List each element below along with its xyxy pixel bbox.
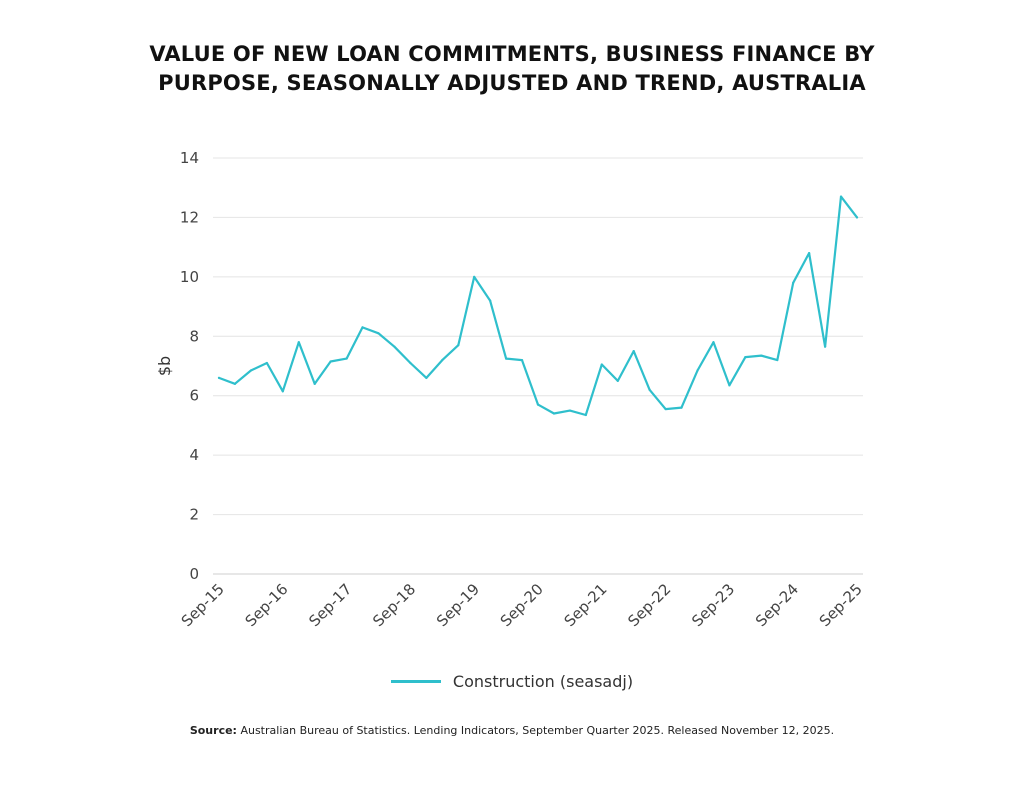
series-points <box>217 195 859 417</box>
x-tick-label: Sep-18 <box>369 580 419 630</box>
legend-label-construction: Construction (seasadj) <box>452 672 634 691</box>
data-point <box>712 341 715 344</box>
data-point <box>584 413 587 417</box>
x-tick-label: Sep-16 <box>242 580 292 630</box>
data-point <box>329 360 332 363</box>
gridlines <box>213 157 863 575</box>
y-tick-label: 8 <box>189 327 199 345</box>
x-tick-label: Sep-23 <box>688 580 738 630</box>
data-point <box>249 369 252 372</box>
chart-title-line-2: PURPOSE, SEASONALLY ADJUSTED AND TREND, … <box>158 71 866 95</box>
series-line-construction <box>217 195 859 417</box>
chart-title-line-1: VALUE OF NEW LOAN COMMITMENTS, BUSINESS … <box>149 42 875 66</box>
data-point <box>505 357 508 360</box>
x-tick-label: Sep-22 <box>624 580 674 630</box>
data-point <box>839 195 843 198</box>
data-point <box>664 407 667 411</box>
x-tick-label: Sep-25 <box>816 580 866 630</box>
x-tick-label: Sep-17 <box>305 580 355 630</box>
data-point <box>536 403 540 406</box>
data-point <box>632 350 635 353</box>
legend-swatch-construction <box>390 680 441 683</box>
data-point <box>568 409 572 412</box>
x-tick-label: Sep-24 <box>752 580 802 630</box>
data-point <box>616 379 619 382</box>
data-point <box>696 369 699 372</box>
data-point <box>824 345 827 348</box>
data-point <box>855 216 859 219</box>
data-point <box>808 251 811 255</box>
data-point <box>393 345 396 348</box>
y-tick-label: 0 <box>189 565 199 583</box>
x-tick-label: Sep-20 <box>497 580 547 630</box>
source-note: Source: Australian Bureau of Statistics.… <box>0 724 1024 737</box>
y-axis-label: $b <box>155 356 174 376</box>
data-point <box>457 344 460 347</box>
y-tick-label: 4 <box>189 446 199 464</box>
x-axis-ticks: Sep-15 Sep-16 Sep-17 Sep-18 Sep-19 Sep-20 Sep-… <box>178 580 866 630</box>
data-point <box>680 406 683 409</box>
data-point <box>744 355 747 359</box>
data-point <box>265 361 268 365</box>
data-point <box>441 358 444 362</box>
data-point <box>489 299 492 302</box>
data-point <box>233 382 237 385</box>
data-point <box>377 332 380 335</box>
legend: Construction (seasadj) <box>0 672 1024 691</box>
data-point <box>552 412 556 415</box>
data-point <box>600 363 603 366</box>
y-tick-label: 2 <box>189 506 199 524</box>
data-point <box>728 384 731 387</box>
chart-title: VALUE OF NEW LOAN COMMITMENTS, BUSINESS … <box>0 40 1024 98</box>
data-point <box>361 326 364 329</box>
data-point <box>648 388 651 391</box>
data-point <box>345 357 348 360</box>
x-tick-label: Sep-19 <box>433 580 483 630</box>
y-tick-label: 6 <box>189 387 199 405</box>
data-point <box>473 275 476 278</box>
data-point <box>760 354 763 357</box>
y-tick-label: 14 <box>180 149 199 167</box>
y-tick-label: 12 <box>180 208 199 226</box>
data-point <box>776 358 779 362</box>
data-point <box>425 376 428 379</box>
x-tick-label: Sep-15 <box>178 580 228 630</box>
data-point <box>217 376 221 379</box>
data-point <box>297 341 300 344</box>
x-tick-label: Sep-21 <box>561 580 611 630</box>
data-point <box>281 390 284 393</box>
data-point <box>313 382 316 385</box>
source-text: Australian Bureau of Statistics. Lending… <box>240 724 835 737</box>
y-tick-label: 10 <box>180 268 199 286</box>
data-point <box>520 358 524 362</box>
data-point <box>409 361 412 365</box>
source-label: Source: <box>189 724 237 737</box>
data-point <box>792 281 795 284</box>
y-axis-ticks: 0 2 4 6 8 10 12 14 <box>180 149 199 583</box>
